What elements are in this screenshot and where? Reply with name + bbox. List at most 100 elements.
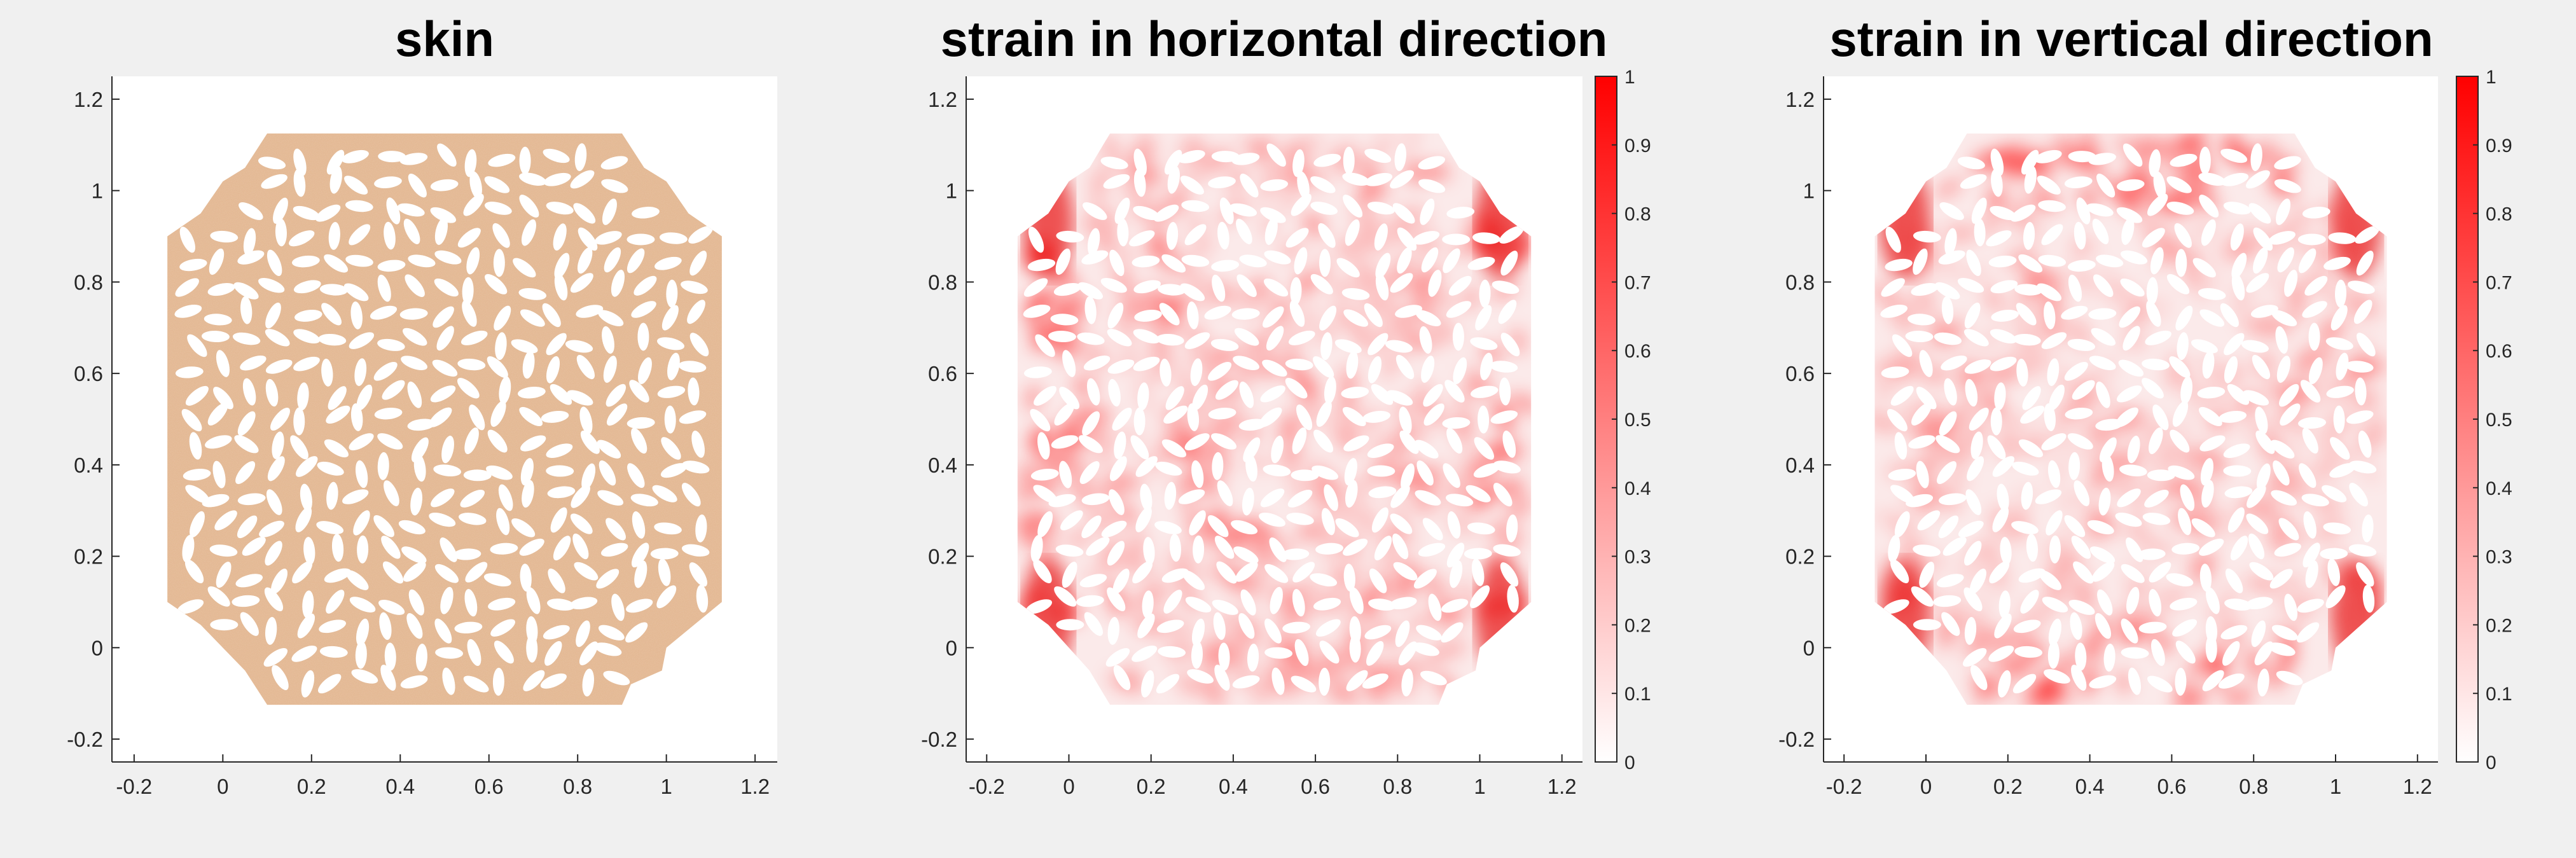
hole	[498, 484, 513, 511]
hole	[678, 361, 707, 373]
hole	[237, 250, 265, 265]
hole	[2044, 301, 2056, 329]
hole	[1418, 179, 1446, 193]
hole	[2016, 358, 2028, 387]
hole	[354, 358, 367, 386]
hole	[1387, 390, 1413, 406]
hole	[210, 619, 239, 631]
hole	[405, 274, 425, 297]
hole	[463, 675, 489, 693]
hole	[1990, 148, 2004, 176]
hole	[2349, 460, 2377, 474]
hole	[596, 569, 620, 589]
hole	[1420, 198, 1435, 225]
hole	[1310, 573, 1338, 587]
hole	[484, 202, 512, 215]
hole	[382, 380, 405, 400]
hole	[1890, 559, 1909, 584]
hole	[630, 494, 658, 507]
hole	[399, 153, 428, 165]
hole	[1418, 156, 1446, 170]
hole	[688, 226, 713, 244]
x-tick-label: 0.8	[1383, 775, 1412, 798]
hole	[634, 275, 657, 296]
hole	[1286, 513, 1314, 525]
hole	[2241, 340, 2269, 353]
hole	[1035, 334, 1055, 357]
hole	[174, 304, 202, 318]
hole	[1343, 564, 1355, 592]
hole	[1130, 435, 1149, 460]
hole	[574, 143, 587, 171]
x-tick-label: 0.8	[2239, 775, 2268, 798]
hole	[318, 333, 347, 346]
x-tick-label: 0.6	[1301, 775, 1330, 798]
hole	[1263, 464, 1291, 477]
hole	[232, 595, 260, 607]
hole	[1957, 277, 1984, 293]
hole	[547, 486, 576, 499]
hole	[1987, 435, 2006, 460]
colorbar-tick-label: 0.5	[2486, 410, 2512, 431]
hole	[570, 170, 595, 189]
hole	[1480, 352, 1493, 380]
hole	[457, 228, 481, 248]
hole	[2253, 247, 2268, 274]
hole	[1108, 378, 1121, 407]
hole	[1960, 174, 1987, 189]
hole	[632, 511, 646, 539]
hole	[240, 612, 259, 636]
hole	[415, 643, 427, 672]
hole	[1422, 518, 1443, 541]
hole	[263, 648, 288, 667]
hole	[600, 543, 628, 557]
x-tick-label: 0.4	[2075, 775, 2105, 798]
hole	[2115, 407, 2138, 427]
hole	[2280, 403, 2301, 426]
x-tick-label: 0	[217, 775, 228, 798]
hole	[1390, 170, 1414, 189]
hole	[1990, 280, 2018, 294]
hole	[2249, 562, 2274, 581]
x-tick-label: 0	[1063, 775, 1074, 798]
hole	[377, 274, 391, 302]
hole	[237, 411, 256, 436]
hole	[2149, 562, 2171, 583]
hole	[401, 546, 427, 564]
hole	[1965, 378, 1978, 407]
hole	[1105, 648, 1130, 667]
hole	[317, 674, 342, 694]
hole	[1419, 326, 1432, 354]
hole	[520, 564, 532, 592]
hole	[659, 232, 688, 244]
hole	[2251, 620, 2266, 647]
hole	[1442, 417, 1471, 429]
hole	[2091, 328, 2116, 346]
hole	[315, 204, 341, 222]
hole	[1970, 431, 1983, 459]
hole	[2103, 643, 2116, 672]
hole	[1441, 622, 1464, 643]
hole	[464, 589, 478, 617]
hole	[2142, 358, 2170, 371]
hole	[599, 460, 616, 486]
hole	[1160, 358, 1172, 387]
hole	[2018, 439, 2043, 458]
hole	[1368, 333, 1388, 356]
hole	[2302, 301, 2327, 318]
hole	[1132, 255, 1160, 268]
hole	[1397, 227, 1417, 251]
hole	[1184, 433, 1210, 451]
hole	[1446, 494, 1474, 507]
hole	[1133, 356, 1160, 371]
hole	[522, 480, 534, 508]
hole	[2199, 195, 2219, 218]
hole	[1415, 490, 1441, 506]
hole	[1086, 537, 1110, 556]
hole	[494, 305, 511, 331]
hole	[2333, 405, 2345, 434]
y-tick-label: 1	[946, 179, 957, 203]
hole	[1936, 574, 1964, 588]
hole	[627, 417, 655, 429]
hole	[289, 230, 315, 247]
